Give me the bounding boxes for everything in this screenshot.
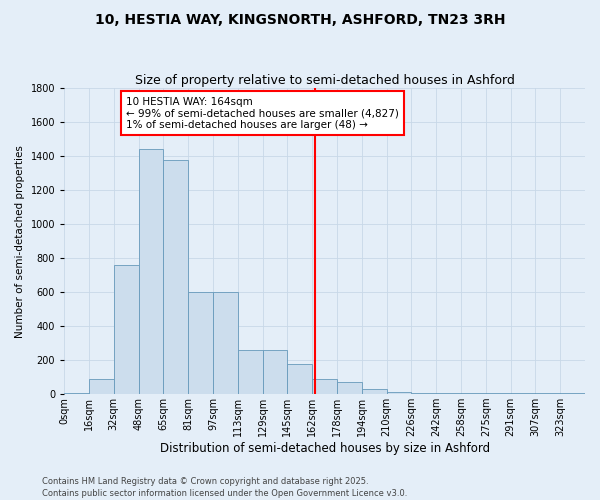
- X-axis label: Distribution of semi-detached houses by size in Ashford: Distribution of semi-detached houses by …: [160, 442, 490, 455]
- Title: Size of property relative to semi-detached houses in Ashford: Size of property relative to semi-detach…: [134, 74, 515, 87]
- Bar: [139, 150, 163, 394]
- Text: 10, HESTIA WAY, KINGSNORTH, ASHFORD, TN23 3RH: 10, HESTIA WAY, KINGSNORTH, ASHFORD, TN2…: [95, 12, 505, 26]
- Bar: [362, 389, 386, 394]
- Bar: [188, 292, 213, 394]
- Bar: [312, 379, 337, 394]
- Text: 10 HESTIA WAY: 164sqm
← 99% of semi-detached houses are smaller (4,827)
1% of se: 10 HESTIA WAY: 164sqm ← 99% of semi-deta…: [126, 96, 399, 130]
- Bar: [89, 379, 114, 394]
- Bar: [337, 382, 362, 394]
- Bar: [114, 265, 139, 394]
- Bar: [287, 364, 312, 394]
- Bar: [213, 292, 238, 394]
- Bar: [263, 350, 287, 394]
- Bar: [386, 392, 412, 394]
- Text: Contains HM Land Registry data © Crown copyright and database right 2025.
Contai: Contains HM Land Registry data © Crown c…: [42, 476, 407, 498]
- Bar: [238, 350, 263, 394]
- Y-axis label: Number of semi-detached properties: Number of semi-detached properties: [15, 144, 25, 338]
- Bar: [163, 160, 188, 394]
